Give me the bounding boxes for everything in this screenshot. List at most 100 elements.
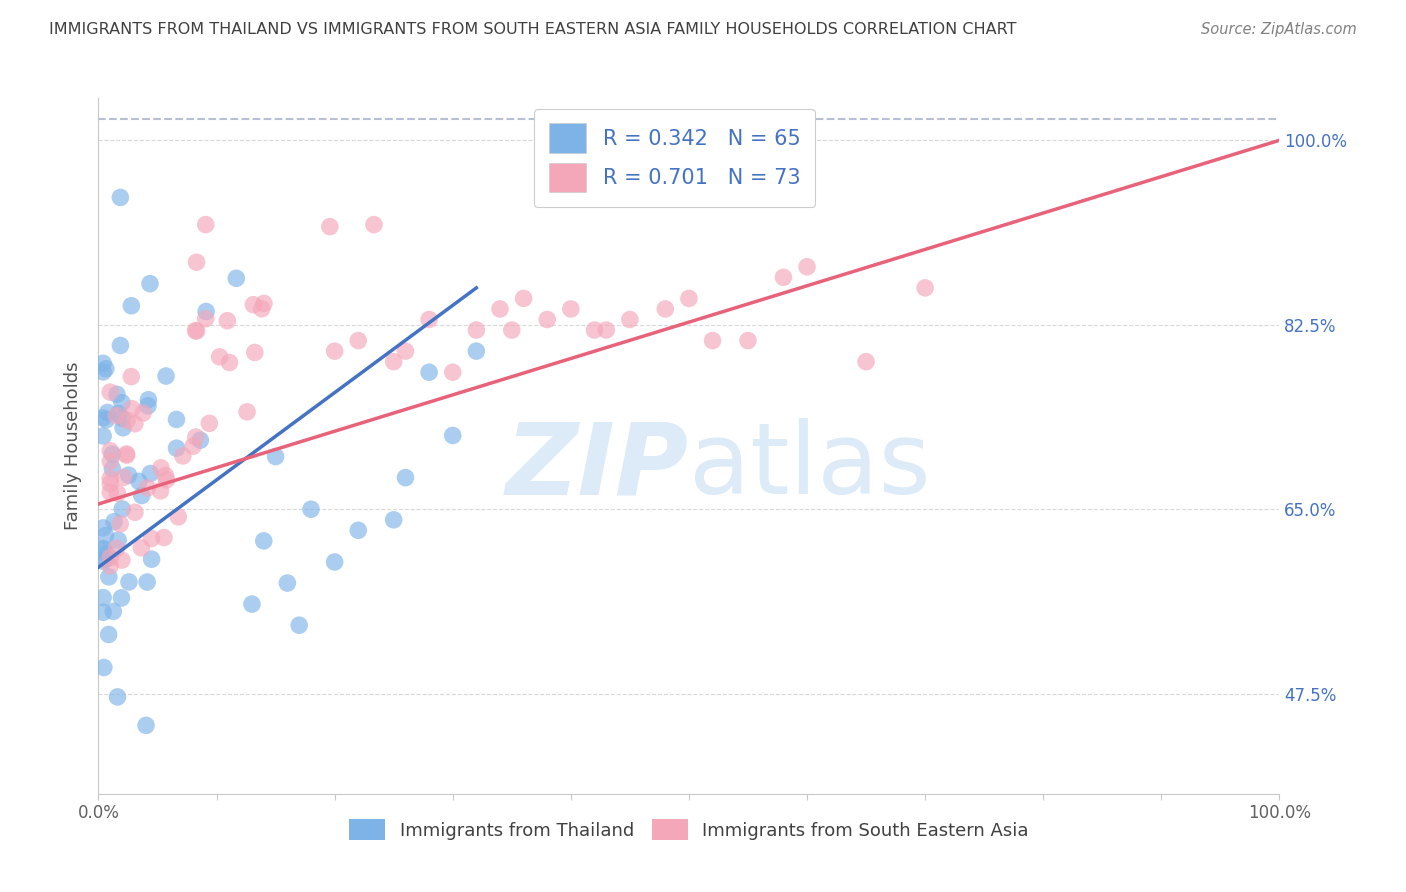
Point bbox=[418, 365, 440, 379]
Point bbox=[240, 597, 263, 611]
Point bbox=[112, 470, 135, 484]
Point bbox=[382, 513, 405, 527]
Point bbox=[132, 406, 155, 420]
Point bbox=[91, 521, 114, 535]
Point bbox=[208, 350, 231, 364]
Point bbox=[98, 471, 121, 485]
Point bbox=[115, 448, 138, 462]
Point bbox=[319, 219, 342, 234]
Point bbox=[702, 334, 724, 348]
Point bbox=[91, 410, 114, 425]
Point bbox=[678, 292, 700, 306]
Point bbox=[166, 441, 188, 455]
Point bbox=[131, 541, 153, 555]
Point bbox=[93, 660, 115, 674]
Point bbox=[105, 409, 128, 423]
Point bbox=[181, 439, 204, 453]
Point bbox=[117, 413, 139, 427]
Point bbox=[418, 312, 440, 326]
Point bbox=[141, 532, 163, 546]
Text: ZIP: ZIP bbox=[506, 418, 689, 516]
Point bbox=[276, 576, 298, 591]
Point bbox=[94, 552, 117, 566]
Point bbox=[96, 405, 118, 419]
Point bbox=[107, 690, 129, 704]
Point bbox=[243, 345, 266, 359]
Point bbox=[136, 399, 159, 413]
Point bbox=[120, 299, 142, 313]
Point bbox=[855, 354, 877, 368]
Point bbox=[796, 260, 818, 274]
Point bbox=[441, 428, 464, 442]
Point bbox=[111, 502, 134, 516]
Point bbox=[128, 475, 150, 489]
Point bbox=[111, 553, 134, 567]
Point bbox=[98, 550, 121, 565]
Point bbox=[138, 392, 160, 407]
Point bbox=[501, 323, 523, 337]
Point bbox=[94, 361, 117, 376]
Point bbox=[186, 324, 208, 338]
Point bbox=[242, 298, 264, 312]
Point bbox=[363, 218, 385, 232]
Point bbox=[253, 296, 276, 310]
Point bbox=[172, 449, 194, 463]
Point bbox=[560, 301, 582, 316]
Point bbox=[98, 485, 121, 500]
Point bbox=[198, 417, 221, 431]
Point bbox=[91, 542, 114, 557]
Point bbox=[97, 570, 120, 584]
Point bbox=[101, 462, 124, 476]
Point bbox=[110, 190, 132, 204]
Point bbox=[737, 334, 759, 348]
Point bbox=[124, 417, 146, 431]
Point bbox=[489, 301, 512, 316]
Point bbox=[101, 447, 124, 461]
Point bbox=[91, 591, 114, 605]
Point bbox=[94, 528, 117, 542]
Point bbox=[218, 355, 240, 369]
Point bbox=[110, 591, 132, 605]
Point bbox=[382, 354, 405, 368]
Point bbox=[118, 574, 141, 589]
Point bbox=[91, 429, 114, 443]
Text: IMMIGRANTS FROM THAILAND VS IMMIGRANTS FROM SOUTH EASTERN ASIA FAMILY HOUSEHOLDS: IMMIGRANTS FROM THAILAND VS IMMIGRANTS F… bbox=[49, 22, 1017, 37]
Point bbox=[135, 718, 157, 732]
Point bbox=[120, 369, 142, 384]
Text: atlas: atlas bbox=[689, 418, 931, 516]
Point bbox=[91, 356, 114, 370]
Point bbox=[139, 467, 162, 481]
Text: Source: ZipAtlas.com: Source: ZipAtlas.com bbox=[1201, 22, 1357, 37]
Point bbox=[194, 218, 217, 232]
Point bbox=[91, 554, 114, 568]
Point bbox=[107, 407, 129, 421]
Point bbox=[772, 270, 794, 285]
Point bbox=[111, 411, 134, 425]
Point bbox=[110, 338, 132, 352]
Point bbox=[654, 301, 676, 316]
Point bbox=[323, 344, 346, 359]
Point bbox=[186, 255, 208, 269]
Point bbox=[131, 488, 153, 502]
Point bbox=[184, 324, 207, 338]
Point bbox=[98, 454, 121, 468]
Point bbox=[97, 627, 120, 641]
Point bbox=[188, 433, 211, 447]
Point bbox=[112, 421, 135, 435]
Y-axis label: Family Households: Family Households bbox=[65, 362, 83, 530]
Point bbox=[347, 334, 370, 348]
Point bbox=[149, 483, 172, 498]
Point bbox=[139, 277, 162, 291]
Point bbox=[105, 387, 128, 401]
Point bbox=[107, 486, 129, 500]
Point bbox=[98, 476, 121, 491]
Point bbox=[91, 541, 114, 556]
Point bbox=[441, 365, 464, 379]
Point bbox=[595, 323, 617, 337]
Point bbox=[184, 430, 207, 444]
Point bbox=[141, 552, 163, 566]
Point bbox=[512, 292, 534, 306]
Point bbox=[619, 312, 641, 326]
Point bbox=[110, 516, 132, 531]
Point bbox=[91, 365, 114, 379]
